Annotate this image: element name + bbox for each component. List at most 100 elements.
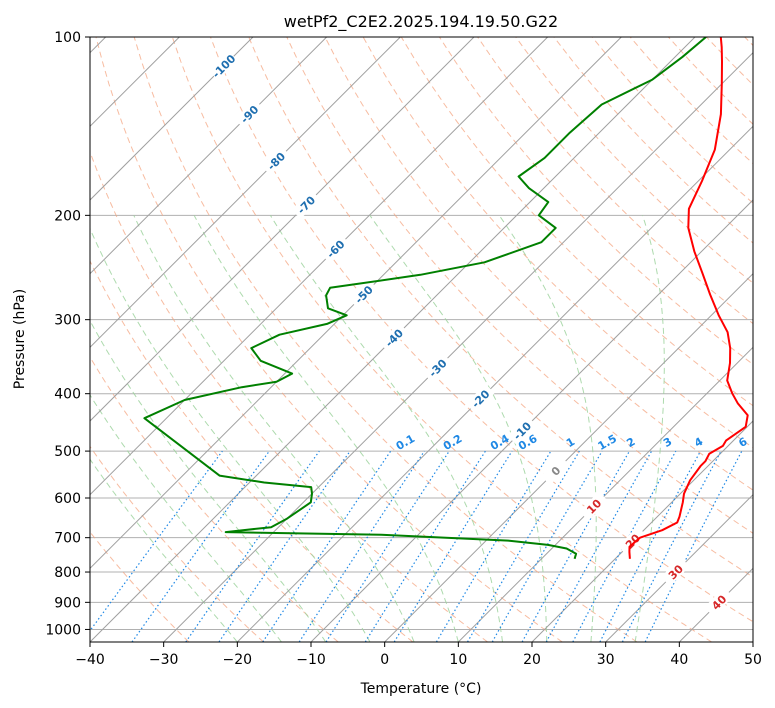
y-tick-label: 900 bbox=[54, 595, 81, 611]
dry-adiabat-line bbox=[90, 259, 414, 642]
moist-adiabat-line bbox=[634, 215, 665, 642]
isotherm-line bbox=[310, 199, 753, 642]
dry-adiabat-line bbox=[591, 37, 753, 204]
dry-adiabat-line bbox=[515, 37, 753, 284]
dry-adiabat-line bbox=[90, 150, 488, 642]
x-axis-label: Temperature (°C) bbox=[360, 681, 482, 697]
mixing-ratio-label: 2 bbox=[624, 435, 637, 450]
dry-adiabats bbox=[90, 37, 753, 642]
isotherm-line bbox=[236, 125, 753, 642]
dry-adiabat-line bbox=[668, 37, 753, 125]
isotherm-label-bg bbox=[617, 526, 647, 556]
mixing-ratio-label: 8 bbox=[767, 435, 775, 450]
x-tick-label: 0 bbox=[380, 652, 389, 668]
isotherm-label-bg bbox=[320, 234, 350, 264]
y-tick-label: 100 bbox=[54, 30, 81, 46]
x-axis-ticks: −40 −30 −20 −10 0 10 20 30 40 50 bbox=[75, 642, 762, 668]
mixing-ratio-line bbox=[466, 450, 580, 642]
isotherm-line bbox=[90, 37, 622, 570]
dry-adiabat-line bbox=[706, 37, 753, 86]
isotherm-label-bg bbox=[507, 415, 537, 445]
temperature-profile-line bbox=[628, 37, 749, 559]
isotherm-label-bg bbox=[540, 456, 570, 486]
dry-adiabat-line bbox=[95, 37, 563, 642]
isotherm-line bbox=[90, 37, 401, 349]
moist-adiabat-line bbox=[193, 215, 459, 642]
isotherm-label-bg bbox=[349, 279, 378, 309]
moist-adiabat-line bbox=[369, 215, 548, 642]
mixing-ratio-label: 1.5 bbox=[596, 432, 619, 453]
pressure-gridlines bbox=[90, 37, 753, 630]
isotherm-label-bg bbox=[291, 190, 321, 219]
x-tick-label: −10 bbox=[296, 652, 326, 668]
mixing-ratio-line bbox=[393, 450, 513, 642]
mixing-ratio-line bbox=[325, 450, 450, 642]
mixing-ratio-line bbox=[185, 450, 320, 642]
chart-title: wetPf2_C2E2.2025.194.19.50.G22 bbox=[284, 12, 558, 32]
x-tick-label: −30 bbox=[149, 652, 179, 668]
isotherm-label-bg bbox=[422, 353, 452, 383]
isotherms bbox=[90, 37, 753, 642]
dry-adiabat-line bbox=[133, 37, 638, 642]
moist-adiabat-line bbox=[90, 319, 327, 642]
mixing-ratio-label: 1 bbox=[564, 435, 577, 450]
mixing-ratio-line bbox=[90, 450, 223, 632]
x-tick-label: −40 bbox=[75, 652, 105, 668]
isotherm-label-bg bbox=[379, 323, 409, 353]
dry-adiabat-line bbox=[286, 37, 753, 534]
dry-adiabat-line bbox=[324, 37, 753, 491]
y-tick-label: 800 bbox=[54, 565, 81, 581]
y-tick-label: 1000 bbox=[45, 622, 81, 638]
x-tick-label: −20 bbox=[223, 652, 253, 668]
dry-adiabat-line bbox=[553, 37, 753, 244]
mixing-ratio-line bbox=[572, 450, 677, 642]
mixing-ratio-label: 3 bbox=[661, 435, 674, 450]
mixing-ratio-line bbox=[521, 450, 631, 642]
moist-adiabat-line bbox=[498, 215, 597, 642]
y-tick-label: 600 bbox=[54, 491, 81, 507]
mixing-ratio-line bbox=[644, 450, 743, 642]
dewpoint-profile-line bbox=[143, 37, 707, 560]
isotherm-line bbox=[90, 37, 254, 201]
moist-adiabat-line bbox=[269, 215, 503, 642]
dry-adiabat-line bbox=[90, 531, 190, 642]
isotherm-line bbox=[90, 37, 549, 496]
y-axis-ticks: 1000 900 800 700 600 500 400 300 200 100 bbox=[45, 30, 90, 638]
dry-adiabat-line bbox=[210, 37, 753, 623]
mixing-ratio-label: 4 bbox=[692, 435, 705, 450]
x-tick-label: 50 bbox=[744, 652, 762, 668]
y-tick-label: 700 bbox=[54, 531, 81, 547]
isotherm-label-bg bbox=[579, 491, 609, 521]
isotherm-line bbox=[90, 37, 475, 422]
dry-adiabat-line bbox=[248, 37, 753, 578]
y-axis-label: Pressure (hPa) bbox=[12, 289, 28, 389]
moist-adiabat-line bbox=[90, 394, 282, 642]
mixing-ratio-line bbox=[298, 450, 425, 642]
moist-adiabat-line bbox=[133, 215, 415, 642]
mixing-ratio-line bbox=[262, 450, 392, 642]
x-tick-label: 30 bbox=[597, 652, 615, 668]
isotherm-line bbox=[384, 272, 753, 642]
y-tick-label: 500 bbox=[54, 444, 81, 460]
mixing-ratio-line bbox=[131, 450, 270, 642]
profile-series bbox=[143, 37, 749, 560]
y-tick-label: 300 bbox=[54, 313, 81, 329]
dry-adiabat-line bbox=[171, 37, 712, 642]
y-tick-label: 200 bbox=[54, 208, 81, 224]
dry-adiabat-line bbox=[90, 445, 264, 642]
x-tick-label: 10 bbox=[449, 652, 467, 668]
isotherm-line bbox=[457, 346, 753, 642]
isotherm-line bbox=[163, 51, 753, 642]
mixing-ratio-lines bbox=[90, 450, 743, 642]
dry-adiabat-line bbox=[744, 37, 753, 47]
mixing-ratio-label: 0.1 bbox=[394, 432, 417, 453]
mixing-ratio-line bbox=[599, 450, 702, 642]
isotherm-label-bg bbox=[208, 51, 238, 81]
y-tick-label: 400 bbox=[54, 387, 81, 403]
isotherm-label-bg bbox=[660, 557, 690, 587]
isotherm-label-bg bbox=[704, 587, 734, 617]
isotherm-line bbox=[90, 37, 328, 275]
mixing-ratio-label: 6 bbox=[736, 435, 749, 450]
isotherm-line bbox=[678, 567, 753, 642]
